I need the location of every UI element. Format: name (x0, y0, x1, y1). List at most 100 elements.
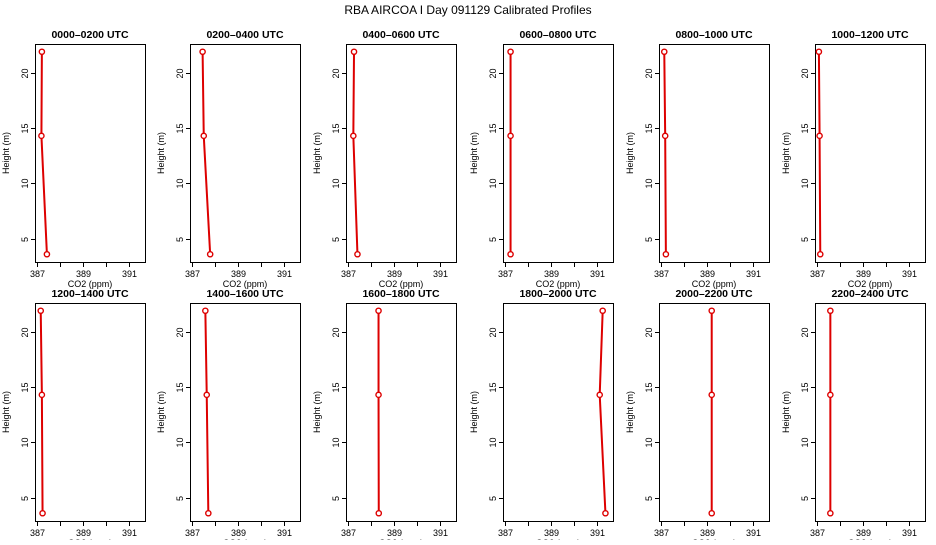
x-tick-label: 391 (746, 528, 761, 538)
plot-frame (191, 45, 301, 263)
data-point (828, 511, 833, 516)
y-tick-label: 15 (20, 382, 30, 392)
x-tick-label: 391 (277, 528, 292, 538)
y-tick-label: 20 (20, 327, 30, 337)
y-tick-label: 20 (175, 327, 185, 337)
x-tick-label: 391 (122, 528, 137, 538)
data-point (816, 49, 821, 54)
data-point (44, 252, 49, 257)
data-point (355, 252, 360, 257)
y-tick-label: 10 (20, 437, 30, 447)
x-tick-label: 387 (341, 269, 356, 279)
y-tick-label: 20 (644, 68, 654, 78)
data-point (201, 133, 206, 138)
y-tick-label: 15 (644, 123, 654, 133)
y-axis-label: Height (m) (312, 391, 322, 433)
y-tick-label: 10 (644, 437, 654, 447)
panel-title: 0600–0800 UTC (519, 29, 596, 41)
x-tick-label: 389 (700, 269, 715, 279)
data-point (818, 252, 823, 257)
x-tick-label: 391 (746, 269, 761, 279)
y-axis-label: Height (m) (625, 132, 635, 174)
data-point (38, 308, 43, 313)
y-tick-label: 5 (644, 496, 654, 501)
x-tick-label: 391 (902, 528, 917, 538)
x-tick-label: 391 (590, 269, 605, 279)
x-tick-label: 387 (30, 269, 45, 279)
y-axis-label: Height (m) (1, 132, 11, 174)
x-tick-label: 387 (654, 528, 669, 538)
data-point (828, 308, 833, 313)
y-axis-label: Height (m) (781, 132, 791, 174)
x-tick-label: 389 (387, 269, 402, 279)
y-tick-label: 15 (488, 382, 498, 392)
data-point (709, 308, 714, 313)
x-tick-label: 389 (231, 269, 246, 279)
data-point (508, 252, 513, 257)
plot-frame (660, 304, 770, 522)
y-tick-label: 10 (20, 178, 30, 188)
y-tick-label: 10 (644, 178, 654, 188)
y-tick-label: 10 (800, 178, 810, 188)
y-tick-label: 5 (175, 496, 185, 501)
x-tick-label: 387 (810, 528, 825, 538)
x-tick-label: 391 (122, 269, 137, 279)
y-tick-label: 15 (331, 123, 341, 133)
y-tick-label: 5 (644, 237, 654, 242)
y-tick-label: 5 (331, 237, 341, 242)
panel-title: 0800–1000 UTC (675, 29, 752, 41)
panel-title: 2200–2400 UTC (831, 288, 908, 300)
profile-line (41, 52, 47, 255)
x-tick-label: 387 (654, 269, 669, 279)
profile-line (664, 52, 666, 255)
data-point (208, 252, 213, 257)
x-tick-label: 387 (185, 269, 200, 279)
y-tick-label: 10 (175, 178, 185, 188)
data-point (204, 392, 209, 397)
panel-title: 1200–1400 UTC (51, 288, 128, 300)
x-tick-label: 389 (700, 528, 715, 538)
y-tick-label: 10 (488, 178, 498, 188)
panel-title: 0400–0600 UTC (362, 29, 439, 41)
y-tick-label: 15 (175, 123, 185, 133)
y-tick-label: 20 (644, 327, 654, 337)
x-tick-label: 391 (902, 269, 917, 279)
x-tick-label: 391 (277, 269, 292, 279)
plot-frame (347, 304, 457, 522)
x-tick-label: 389 (76, 269, 91, 279)
y-tick-label: 10 (331, 437, 341, 447)
x-tick-label: 391 (590, 528, 605, 538)
data-point (663, 133, 668, 138)
x-tick-label: 389 (544, 269, 559, 279)
y-tick-label: 15 (20, 123, 30, 133)
x-tick-label: 389 (544, 528, 559, 538)
y-axis-label: Height (m) (469, 132, 479, 174)
y-tick-label: 20 (800, 327, 810, 337)
panel-title: 1000–1200 UTC (831, 29, 908, 41)
y-axis-label: Height (m) (469, 391, 479, 433)
x-tick-label: 387 (498, 269, 513, 279)
data-point (203, 308, 208, 313)
y-tick-label: 15 (800, 123, 810, 133)
y-tick-label: 15 (175, 382, 185, 392)
data-point (817, 133, 822, 138)
y-tick-label: 5 (800, 496, 810, 501)
data-point (39, 133, 44, 138)
x-tick-label: 391 (433, 528, 448, 538)
profile-line (203, 52, 211, 255)
data-point (709, 511, 714, 516)
y-tick-label: 15 (800, 382, 810, 392)
y-tick-label: 20 (488, 327, 498, 337)
